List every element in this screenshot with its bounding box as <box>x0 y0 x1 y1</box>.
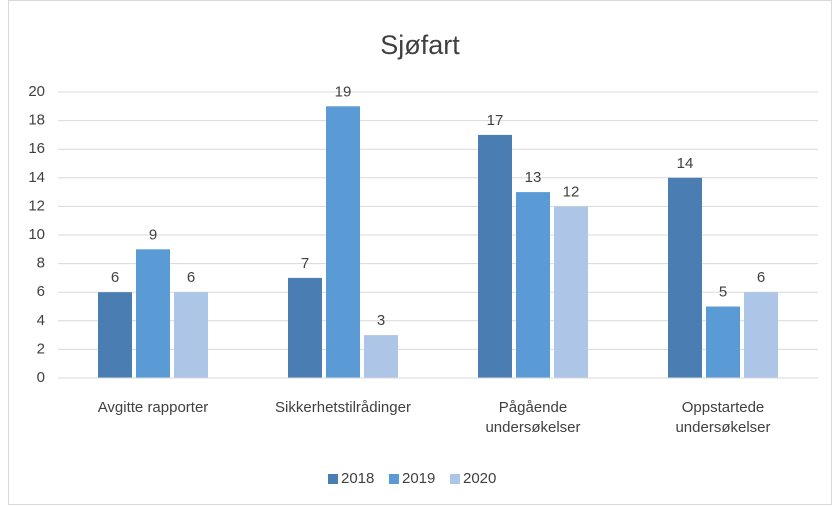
bar <box>706 306 740 378</box>
x-tick-label: Avgitte rapporter <box>97 399 209 416</box>
y-tick-label: 10 <box>28 226 45 243</box>
bar <box>136 249 170 378</box>
y-tick-label: 14 <box>28 169 45 186</box>
y-tick-label: 16 <box>28 140 45 157</box>
legend-label: 2020 <box>463 470 496 487</box>
bar <box>288 277 322 378</box>
legend-swatch <box>328 474 338 484</box>
y-tick-label: 0 <box>37 369 45 386</box>
x-tick-label: Sikkerhetstilrådinger <box>275 399 411 416</box>
legend-swatch <box>389 474 399 484</box>
legend-label: 2018 <box>341 470 374 487</box>
y-tick-label: 20 <box>28 83 45 100</box>
bar <box>98 292 132 378</box>
chart-title: Sjøfart <box>380 30 460 60</box>
bar <box>668 177 702 378</box>
data-label: 7 <box>301 255 309 272</box>
data-label: 5 <box>719 283 727 300</box>
bar <box>364 335 398 378</box>
data-label: 9 <box>149 226 157 243</box>
data-label: 14 <box>677 155 694 172</box>
bar <box>554 206 588 378</box>
data-label: 6 <box>111 269 119 286</box>
legend-label: 2019 <box>402 470 435 487</box>
y-tick-label: 8 <box>37 255 45 272</box>
data-label: 13 <box>525 169 542 186</box>
legend-swatch <box>450 474 460 484</box>
x-tick-label: Pågående undersøkelser <box>485 399 581 436</box>
data-label: 6 <box>187 269 195 286</box>
y-tick-label: 18 <box>28 112 45 129</box>
data-label: 17 <box>487 112 504 129</box>
x-tick-label: Oppstartede undersøkelser <box>675 399 771 436</box>
data-label: 6 <box>757 269 765 286</box>
y-tick-label: 12 <box>28 197 45 214</box>
y-tick-label: 4 <box>37 312 45 329</box>
y-tick-label: 2 <box>37 340 45 357</box>
data-label: 12 <box>563 183 580 200</box>
bar <box>744 292 778 378</box>
bar <box>326 106 360 379</box>
bar <box>516 192 550 378</box>
data-label: 3 <box>377 312 385 329</box>
bar <box>478 134 512 378</box>
bar <box>174 292 208 378</box>
y-tick-label: 6 <box>37 283 45 300</box>
data-label: 19 <box>335 83 352 100</box>
